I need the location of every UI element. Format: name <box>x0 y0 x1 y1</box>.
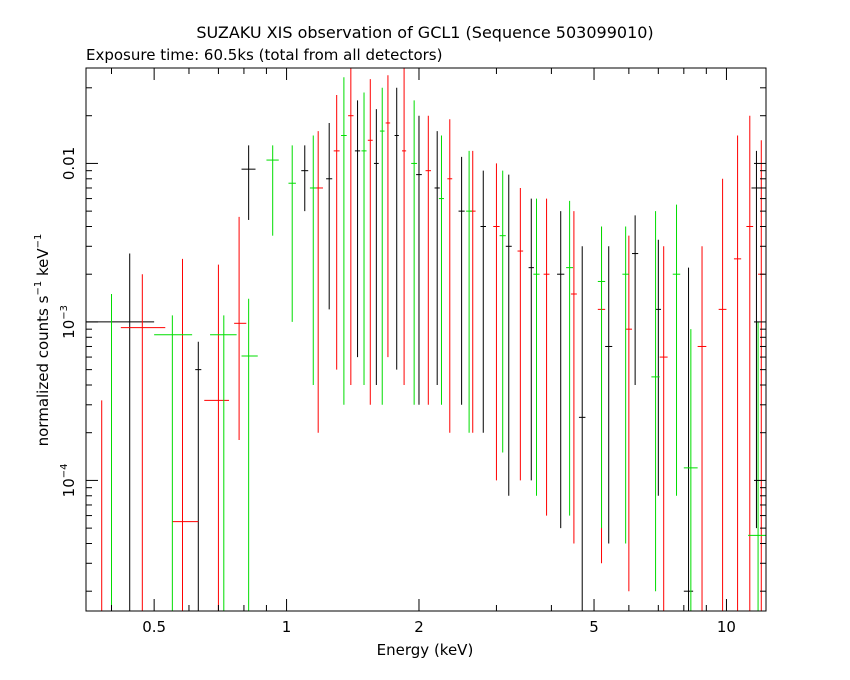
data-point <box>416 115 422 405</box>
data-point <box>241 298 258 611</box>
y-tick-label-exponent: −4 <box>59 463 70 478</box>
data-point <box>402 68 407 385</box>
data-point <box>379 87 385 405</box>
x-tick-label: 0.5 <box>142 618 166 636</box>
y-axis-label-unit: keV <box>34 248 52 281</box>
data-point <box>466 150 473 433</box>
data-series-1 <box>86 87 762 611</box>
data-point <box>622 226 629 544</box>
data-point <box>288 145 296 322</box>
data-point <box>655 239 662 496</box>
y-tick-label-base: 10 <box>60 320 78 339</box>
data-point <box>672 204 681 496</box>
x-tick-label: 5 <box>589 618 599 636</box>
data-point <box>746 115 754 611</box>
data-point <box>683 329 698 611</box>
data-point <box>301 145 309 212</box>
data-point <box>517 187 524 481</box>
data-point <box>154 315 193 611</box>
data-point <box>659 246 668 611</box>
chart-title: SUZAKU XIS observation of GCL1 (Sequence… <box>196 23 653 42</box>
x-axis-label: Energy (keV) <box>377 641 474 659</box>
data-point <box>326 122 333 310</box>
data-point <box>385 75 391 358</box>
y-tick-label: 0.01 <box>60 147 78 180</box>
data-point <box>266 145 279 236</box>
data-point <box>361 92 367 385</box>
data-point <box>348 68 354 385</box>
data-point <box>172 258 199 611</box>
x-tick-label: 2 <box>414 618 424 636</box>
chart-subtitle: Exposure time: 60.5ks (total from all de… <box>86 46 442 64</box>
y-tick-label-base: 10 <box>60 478 78 497</box>
data-point <box>411 100 418 405</box>
data-point <box>333 95 340 370</box>
data-point <box>748 321 766 611</box>
data-point <box>195 341 202 611</box>
y-axis-label-main: normalized counts s <box>34 295 52 446</box>
data-point <box>458 156 465 405</box>
data-point <box>578 246 586 611</box>
y-axis-label: normalized counts s−1 keV−1 <box>33 234 52 447</box>
data-point <box>597 226 606 529</box>
data-point <box>241 145 256 220</box>
data-point <box>632 215 639 385</box>
data-point <box>543 198 550 516</box>
data-point <box>499 170 506 453</box>
data-series-layer <box>86 68 766 611</box>
data-point <box>718 178 727 611</box>
data-point <box>625 235 633 592</box>
y-tick-label-exponent: −3 <box>59 305 70 320</box>
x-tick-label: 10 <box>717 618 736 636</box>
data-point <box>234 216 247 440</box>
y-tick-label: 10−4 <box>59 463 78 497</box>
data-point <box>533 198 540 496</box>
data-series-2 <box>101 68 765 611</box>
data-point <box>566 200 574 516</box>
data-point <box>651 211 660 592</box>
data-point <box>367 79 373 405</box>
data-point <box>341 77 347 405</box>
data-point <box>493 163 500 481</box>
data-point <box>434 131 440 385</box>
data-point <box>373 109 379 385</box>
data-point <box>204 264 230 611</box>
data-point <box>447 119 453 433</box>
data-point <box>120 274 166 611</box>
data-point <box>309 135 317 385</box>
data-point <box>528 198 534 481</box>
data-point <box>697 246 707 611</box>
data-point <box>438 135 445 405</box>
data-point <box>751 150 762 529</box>
data-point <box>505 174 512 496</box>
y-axis-label-exp2: −1 <box>33 234 44 249</box>
y-tick-label: 10−3 <box>59 305 78 339</box>
data-series-3 <box>111 77 766 611</box>
data-point <box>570 211 577 544</box>
data-point <box>683 267 694 611</box>
data-point <box>210 315 237 611</box>
data-point <box>354 100 361 358</box>
data-point <box>394 87 399 370</box>
data-point <box>605 246 613 544</box>
data-point <box>733 135 742 611</box>
data-point <box>480 170 486 433</box>
plot-frame <box>85 67 767 612</box>
data-point <box>557 211 565 529</box>
x-tick-label: 1 <box>282 618 292 636</box>
data-point <box>425 115 432 405</box>
y-axis-label-exp1: −1 <box>33 281 44 296</box>
